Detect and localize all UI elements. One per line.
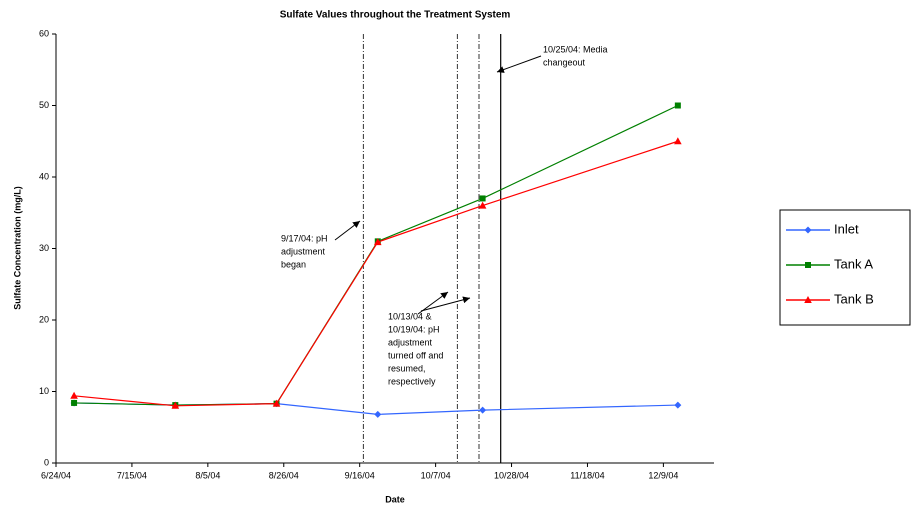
- annotation: 10/13/04 &: [388, 311, 432, 321]
- data-point: [171, 401, 180, 409]
- annotation: 10/19/04: pH: [388, 324, 440, 334]
- annotation-arrow: [496, 55, 542, 73]
- y-tick-label: 60: [39, 28, 49, 38]
- x-tick-label: 6/24/04: [41, 470, 71, 480]
- annotation-arrow: [420, 296, 471, 312]
- annotation: adjustment: [388, 337, 433, 347]
- data-point: [373, 238, 382, 246]
- data-point: [674, 401, 682, 409]
- data-point: [374, 410, 382, 418]
- x-tick-label: 12/9/04: [648, 470, 678, 480]
- legend-marker: [804, 226, 812, 234]
- annotation: respectively: [388, 376, 436, 386]
- annotation: 9/17/04: pH: [281, 233, 328, 243]
- legend-box: [779, 209, 911, 326]
- legend-label: Tank B: [834, 291, 874, 306]
- annotation: adjustment: [281, 246, 326, 256]
- y-tick-label: 20: [39, 314, 49, 324]
- annotation: 10/25/04: Media: [543, 44, 608, 54]
- legend-label: Inlet: [834, 221, 859, 236]
- data-point: [71, 399, 78, 406]
- y-tick-label: 0: [44, 457, 49, 467]
- series-line: [74, 104, 679, 406]
- x-axis-label: Date: [385, 494, 405, 504]
- legend-marker: [805, 262, 811, 268]
- data-point: [479, 406, 487, 414]
- x-tick-label: 9/16/04: [345, 470, 375, 480]
- x-tick-label: 8/26/04: [269, 470, 299, 480]
- data-point: [478, 201, 487, 209]
- data-point: [479, 195, 486, 202]
- annotation: turned off and: [388, 350, 443, 360]
- y-tick-label: 10: [39, 386, 49, 396]
- y-tick-label: 30: [39, 243, 49, 253]
- y-tick-label: 50: [39, 100, 49, 110]
- legend-label: Tank A: [834, 256, 873, 271]
- chart-title: Sulfate Values throughout the Treatment …: [280, 10, 511, 21]
- data-point: [70, 391, 78, 399]
- x-tick-label: 7/15/04: [117, 470, 147, 480]
- data-point: [674, 102, 681, 109]
- x-tick-label: 10/28/04: [494, 470, 529, 480]
- y-tick-label: 40: [39, 171, 49, 181]
- annotation: resumed,: [388, 363, 426, 373]
- x-tick-label: 8/5/04: [195, 470, 220, 480]
- x-tick-label: 11/18/04: [570, 470, 604, 480]
- series-line: [74, 140, 679, 407]
- annotation: began: [281, 259, 306, 269]
- y-axis-label: Sulfate Concentration (mg/L): [12, 186, 22, 310]
- x-tick-label: 10/7/04: [421, 470, 451, 480]
- data-point: [272, 399, 281, 407]
- data-point: [674, 137, 682, 145]
- annotation-arrow: [334, 220, 361, 241]
- annotation: changeout: [543, 57, 586, 67]
- legend-marker: [804, 296, 812, 303]
